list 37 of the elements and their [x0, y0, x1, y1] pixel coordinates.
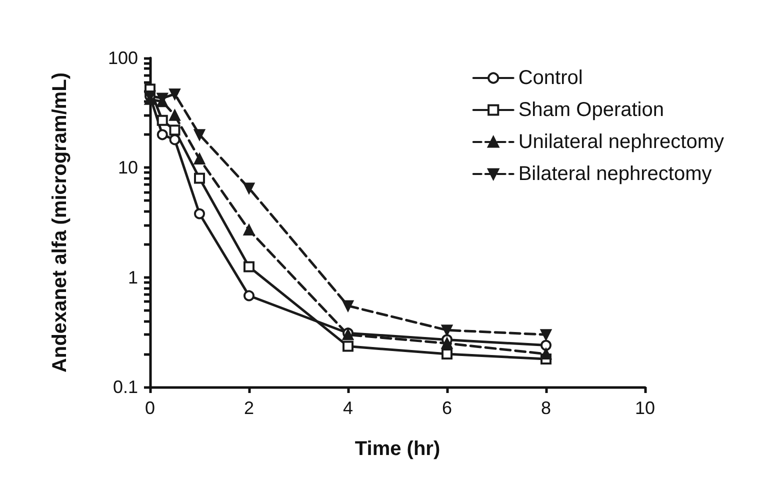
legend-label: Bilateral nephrectomy	[518, 163, 712, 185]
point	[442, 338, 452, 349]
point	[244, 182, 254, 194]
y-tick-label: 10	[118, 158, 138, 178]
x-tick-label: 0	[144, 398, 156, 418]
point	[442, 348, 452, 360]
point	[156, 114, 168, 126]
point	[194, 129, 205, 140]
y-tick-label: 100	[108, 48, 138, 68]
point	[244, 261, 254, 272]
legend-label: Unilateral nephrectomy	[518, 131, 724, 153]
y-tick-label: 1	[128, 267, 138, 288]
x-axis-title: Time (hr)	[354, 438, 440, 460]
point	[169, 88, 180, 100]
point	[169, 110, 180, 121]
x-tick-label: 10	[634, 398, 656, 418]
x-tick-label: 2	[244, 398, 254, 418]
point	[244, 290, 254, 302]
point	[169, 134, 180, 146]
x-tick-label: 8	[540, 398, 552, 418]
y-tick-label: 0.1	[112, 377, 138, 397]
point	[194, 172, 205, 184]
x-tick-label: 6	[442, 398, 452, 418]
legend-label: Control	[518, 67, 583, 89]
point	[442, 324, 452, 336]
point	[169, 124, 180, 136]
point	[194, 153, 205, 164]
point	[156, 129, 168, 140]
legend-label: Sham Operation	[518, 99, 664, 121]
point	[342, 340, 354, 352]
point	[244, 224, 254, 236]
y-axis-title: Andexanet alfa (microgram/mL)	[49, 72, 71, 373]
point	[540, 329, 552, 340]
x-tick-label: 4	[342, 398, 354, 418]
point	[540, 340, 552, 351]
point	[342, 300, 354, 312]
point	[194, 208, 205, 220]
